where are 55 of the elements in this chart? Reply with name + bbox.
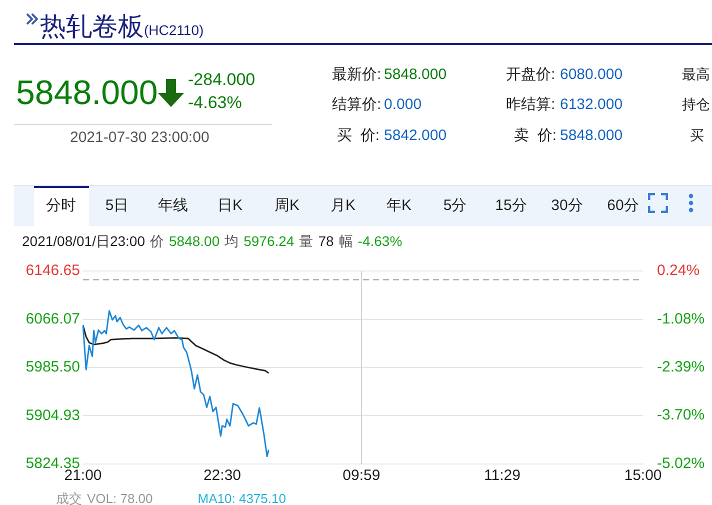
text: 30分: [551, 197, 583, 214]
text: 结算价:: [332, 96, 382, 113]
text: 开盘价:: [506, 66, 556, 83]
y2-tick-label: -3.70%: [657, 406, 705, 424]
text: 15分: [495, 197, 527, 214]
text: VOL: 78.00: [87, 491, 153, 505]
text: 买 价:: [337, 127, 380, 144]
text: 昨结算:: [506, 96, 556, 113]
text: 5848.000: [384, 66, 447, 83]
text: 0.000: [384, 96, 422, 113]
text: 量: [299, 233, 314, 251]
x-tick-label: 11:29: [484, 467, 520, 484]
text: 2021/08/01/日23:00: [22, 233, 145, 251]
text: 6132.000: [560, 96, 623, 113]
text: 5分: [443, 197, 467, 214]
text: 78: [318, 233, 334, 249]
text: MA10: 4375.10: [198, 491, 286, 505]
y2-tick-label: 0.24%: [657, 262, 700, 280]
text: 分时: [46, 197, 76, 214]
text: 5848.000: [560, 127, 623, 144]
text: -4.63%: [358, 233, 402, 249]
text: 5976.24: [244, 233, 294, 249]
x-tick-label: 15:00: [624, 467, 662, 484]
text: 最高: [682, 66, 710, 82]
text: 卖 价:: [514, 127, 557, 144]
x-tick-label: 22:30: [203, 467, 241, 484]
y2-tick-label: -2.39%: [657, 358, 705, 376]
text: 月K: [330, 197, 356, 214]
text: 60分: [607, 197, 639, 214]
text: 周K: [274, 197, 300, 214]
text: 买: [690, 127, 704, 143]
text: 6080.000: [560, 66, 623, 83]
chart-subtitle: (HC2110): [144, 22, 204, 38]
text: 幅: [338, 233, 353, 251]
y2-tick-label: -1.08%: [657, 310, 705, 328]
text: 5848.000: [16, 74, 158, 112]
text: -284.000: [188, 70, 256, 89]
text: 持仓: [682, 96, 710, 112]
text: 均: [224, 233, 239, 251]
text: 年K: [386, 197, 412, 214]
text: 2021-07-30 23:00:00: [70, 129, 210, 146]
y-tick-label: 6066.07: [26, 310, 80, 328]
y-tick-label: 5985.50: [26, 358, 80, 376]
text: 成交: [56, 490, 82, 505]
text: 5842.000: [384, 127, 447, 144]
text: 5日: [105, 197, 129, 214]
text: 年线: [158, 197, 188, 214]
text: 日K: [217, 197, 243, 214]
y-tick-label: 6146.65: [26, 262, 80, 280]
text: 最新价:: [332, 66, 382, 83]
text: -4.63%: [188, 93, 242, 112]
x-tick-label: 09:59: [342, 467, 380, 484]
text: 价: [150, 233, 164, 251]
text: 5848.00: [169, 233, 220, 249]
y-tick-label: 5904.93: [26, 406, 80, 424]
